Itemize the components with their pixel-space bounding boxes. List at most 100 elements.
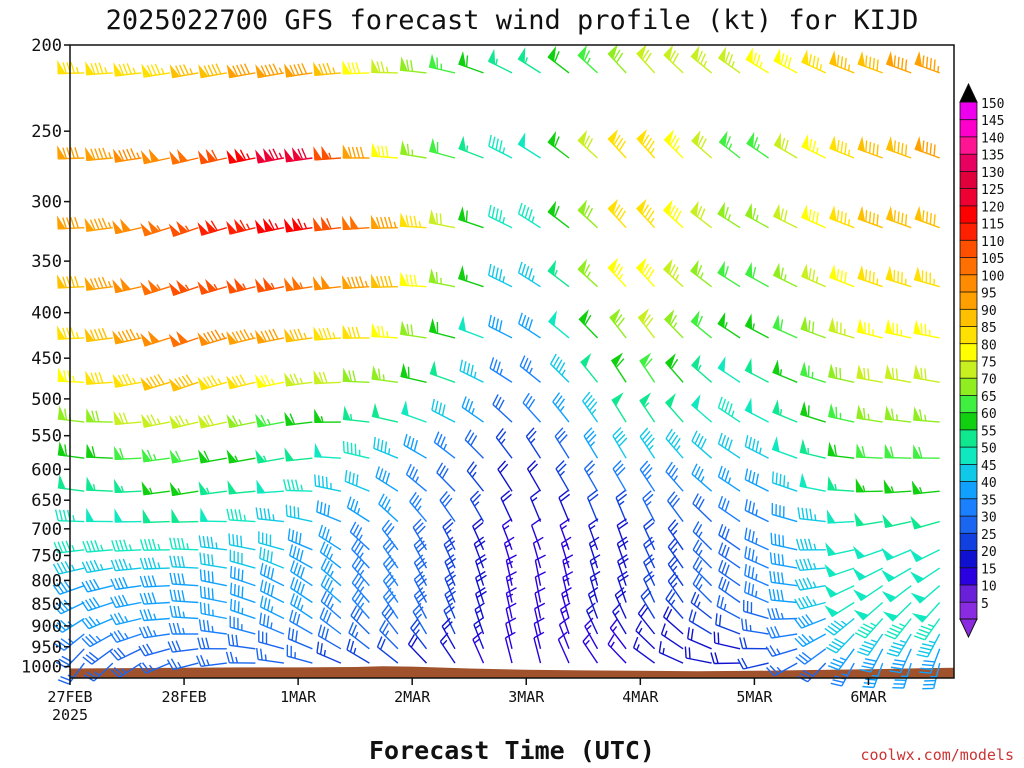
barb-flag bbox=[472, 518, 482, 527]
barb-flag bbox=[443, 602, 454, 611]
barb-flag bbox=[203, 415, 210, 427]
barb-flag bbox=[268, 219, 275, 231]
wind-barb bbox=[351, 539, 370, 569]
barb-flag bbox=[415, 574, 426, 584]
barb-flag bbox=[92, 578, 100, 590]
barb-flag bbox=[350, 498, 355, 510]
barb-flag bbox=[52, 584, 61, 595]
barb-half-flag bbox=[270, 622, 273, 629]
wind-barb bbox=[886, 633, 912, 657]
barb-flag bbox=[70, 327, 75, 339]
barb-pennant bbox=[458, 135, 467, 152]
barb-half-flag bbox=[780, 612, 784, 620]
barb-flag bbox=[256, 648, 259, 660]
barb-half-flag bbox=[329, 603, 334, 610]
barb-flag bbox=[237, 568, 240, 580]
barb-pennant bbox=[86, 443, 95, 459]
wind-barb bbox=[667, 555, 684, 587]
barb-flag bbox=[751, 530, 755, 543]
barb-flag bbox=[533, 536, 544, 544]
barb-flag bbox=[794, 618, 803, 629]
barb-flag bbox=[409, 491, 417, 503]
barb-half-flag bbox=[465, 274, 468, 281]
barb-staff bbox=[382, 563, 399, 587]
barb-staff bbox=[503, 543, 513, 569]
barb-flag bbox=[416, 525, 426, 535]
wind-barb bbox=[799, 438, 826, 459]
barb-half-flag bbox=[531, 275, 535, 282]
barb-half-flag bbox=[723, 603, 727, 611]
barb-flag bbox=[266, 550, 270, 562]
wind-barb bbox=[230, 565, 256, 587]
barb-flag bbox=[473, 617, 484, 626]
barb-half-flag bbox=[211, 625, 214, 633]
barb-flag bbox=[125, 329, 133, 341]
barb-half-flag bbox=[591, 560, 598, 566]
wind-barb bbox=[855, 443, 883, 459]
barb-flag bbox=[561, 587, 572, 595]
barb-half-flag bbox=[72, 515, 75, 522]
barb-flag bbox=[98, 371, 104, 384]
barb-pennant bbox=[284, 411, 295, 426]
barb-flag bbox=[554, 205, 560, 218]
barb-flag bbox=[230, 508, 235, 521]
barb-flag bbox=[780, 319, 784, 331]
barb-staff bbox=[230, 576, 256, 587]
barb-staff bbox=[200, 546, 227, 551]
wind-barb bbox=[197, 637, 227, 650]
colorbar-bottom-arrow bbox=[959, 618, 978, 639]
wind-barb bbox=[403, 433, 427, 459]
wind-barb bbox=[110, 594, 142, 609]
barb-flag bbox=[475, 587, 486, 595]
barb-staff bbox=[505, 560, 513, 586]
barb-staff bbox=[61, 617, 85, 633]
barb-flag bbox=[272, 63, 279, 75]
barb-staff bbox=[287, 655, 313, 664]
barb-half-flag bbox=[673, 475, 678, 482]
wind-barb bbox=[284, 147, 313, 163]
barb-flag bbox=[831, 640, 843, 648]
wind-barb bbox=[57, 59, 85, 75]
barb-flag bbox=[126, 63, 132, 75]
barb-flag bbox=[518, 312, 523, 324]
barb-flag bbox=[287, 528, 291, 540]
barb-flag bbox=[522, 392, 530, 404]
barb-flag bbox=[355, 326, 361, 339]
barb-pennant bbox=[342, 405, 352, 421]
barb-flag bbox=[748, 470, 752, 482]
barb-flag bbox=[641, 463, 651, 474]
barb-flag bbox=[101, 217, 108, 229]
barb-flag bbox=[780, 137, 786, 150]
barb-flag bbox=[291, 479, 296, 491]
wind-barb bbox=[667, 571, 684, 603]
wind-barb bbox=[57, 441, 85, 459]
wind-barb bbox=[583, 460, 599, 492]
barb-staff bbox=[260, 606, 285, 620]
barb-flag bbox=[557, 398, 566, 409]
wind-barb bbox=[827, 363, 855, 383]
wind-barb bbox=[313, 369, 341, 385]
barb-flag bbox=[658, 641, 662, 653]
barb-flag bbox=[753, 136, 759, 149]
barb-pennant bbox=[113, 445, 123, 461]
wind-barb bbox=[313, 61, 341, 77]
barb-flag bbox=[672, 207, 679, 219]
barb-flag bbox=[410, 59, 414, 72]
wind-barb bbox=[441, 617, 456, 650]
wind-barb bbox=[713, 631, 741, 650]
wind-barb bbox=[197, 329, 227, 347]
barb-pennant bbox=[263, 148, 274, 163]
barb-flag bbox=[446, 574, 457, 583]
wind-barb bbox=[744, 468, 769, 492]
barb-flag bbox=[868, 270, 871, 283]
barb-flag bbox=[272, 148, 279, 160]
colorbar-segment bbox=[959, 549, 978, 569]
barb-flag bbox=[355, 474, 359, 486]
barb-pennant bbox=[86, 407, 95, 423]
barb-half-flag bbox=[329, 553, 334, 560]
barb-flag bbox=[522, 357, 529, 369]
barb-pennant bbox=[84, 146, 95, 162]
barb-flag bbox=[199, 585, 202, 598]
barb-flag bbox=[803, 558, 809, 570]
barb-staff bbox=[562, 560, 570, 586]
